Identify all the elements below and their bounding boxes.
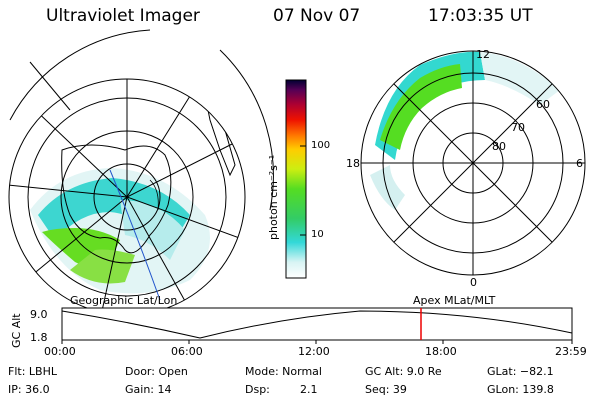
altitude-ytick-min: 1.8: [30, 331, 48, 344]
filter-info: Flt: LBHL: [8, 365, 57, 378]
altitude-ytick-max: 9.0: [30, 308, 48, 321]
lat-label-80: 80: [492, 140, 506, 153]
mlt-label-18: 18: [346, 157, 360, 170]
glat-info: GLat: −82.1: [487, 365, 554, 378]
apex-caption: Apex MLat/MLT: [413, 294, 496, 307]
mlt-label-6: 6: [576, 157, 583, 170]
mode-info: Mode: Normal: [245, 365, 322, 378]
dsp-label: Dsp:: [245, 383, 270, 396]
altitude-chart: [61, 307, 573, 344]
geographic-map: [9, 79, 245, 315]
ip-info: IP: 36.0: [8, 383, 50, 396]
altitude-xtick: 18:00: [425, 345, 457, 358]
colorbar-label: photon cm⁻²s⁻¹: [267, 154, 280, 240]
instrument-title: Ultraviolet Imager: [46, 6, 200, 26]
seq-info: Seq: 39: [365, 383, 407, 396]
dsp-value: 2.1: [300, 383, 318, 396]
colorbar-tick-100: 100: [311, 140, 331, 151]
lat-label-70: 70: [511, 121, 525, 134]
mlt-label-0: 0: [470, 276, 477, 289]
altitude-xtick: 00:00: [44, 345, 76, 358]
altitude-ylabel: GC Alt: [10, 313, 23, 348]
gc-alt-info: GC Alt: 9.0 Re: [365, 365, 442, 378]
time-label: 17:03:35 UT: [428, 6, 533, 26]
door-info: Door: Open: [125, 365, 188, 378]
colorbar-tick-10: 10: [311, 229, 324, 240]
mlt-label-12: 12: [476, 48, 490, 61]
glon-info: GLon: 139.8: [487, 383, 554, 396]
gain-info: Gain: 14: [125, 383, 172, 396]
geographic-caption: Geographic Lat/Lon: [70, 294, 178, 307]
altitude-xtick: 12:00: [298, 345, 330, 358]
altitude-xtick: 23:59: [555, 345, 587, 358]
colorbar-scale: [285, 79, 307, 279]
date-label: 07 Nov 07: [273, 6, 361, 26]
altitude-xtick: 06:00: [171, 345, 203, 358]
lat-label-60: 60: [536, 98, 550, 111]
